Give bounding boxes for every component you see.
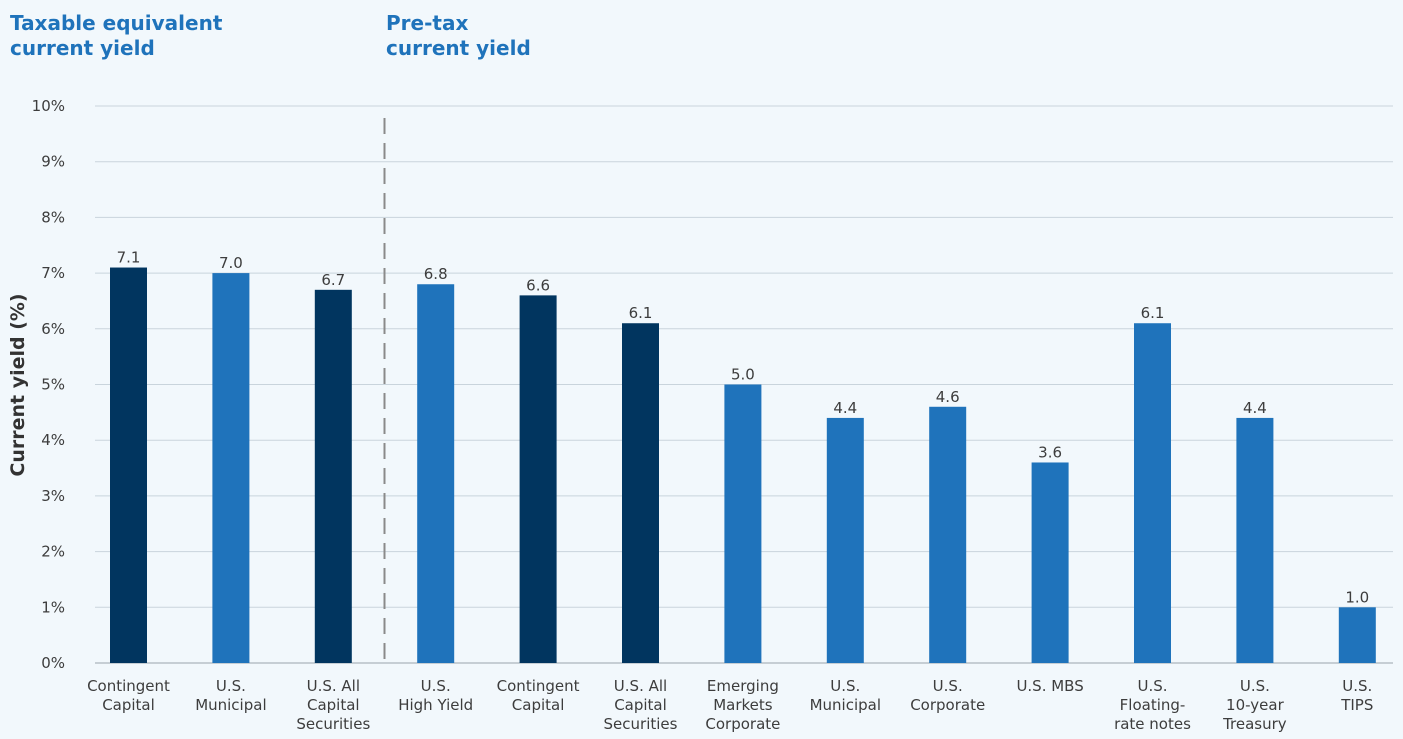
y-tick-label: 5% [41, 376, 65, 394]
y-tick-label: 10% [32, 97, 65, 115]
value-label: 6.7 [321, 271, 345, 289]
value-label: 1.0 [1345, 588, 1369, 606]
y-tick-label: 6% [41, 320, 65, 338]
category-label: U.S. TIPS [1340, 677, 1373, 714]
bar [622, 323, 659, 663]
bar [314, 289, 352, 663]
category-label: U.S. Municipal [195, 677, 266, 714]
category-label: U.S. MBS [1016, 677, 1083, 695]
value-labels: 7.1 7.0 6.7 6.8 6.6 6.1 5.0 4.4 4.6 3.6 6.1 4.4 1.0 [117, 249, 1370, 607]
bar [519, 295, 557, 663]
value-label: 6.8 [424, 265, 448, 283]
y-axis-title: Current yield (%) [7, 293, 29, 476]
category-label: U.S. 10-year Treasury [1222, 677, 1287, 733]
pretax-heading: Pre-tax current yield [386, 11, 531, 60]
value-label: 4.6 [936, 388, 960, 406]
bar [826, 417, 864, 663]
taxable-equivalent-heading: Taxable equivalent current yield [10, 11, 223, 60]
y-tick-label: 9% [41, 153, 65, 171]
y-tick-label: 4% [41, 431, 65, 449]
value-label: 3.6 [1038, 443, 1062, 461]
y-tick-label: 7% [41, 264, 65, 282]
bar [1134, 323, 1171, 663]
y-tick-label: 8% [41, 208, 65, 226]
y-tick-label: 2% [41, 543, 65, 561]
value-label: 6.1 [1141, 304, 1165, 322]
value-label: 6.6 [526, 276, 550, 294]
category-label: U.S. Corporate [910, 677, 985, 714]
value-label: 5.0 [731, 366, 755, 384]
y-tick-label: 3% [41, 487, 65, 505]
bar [929, 406, 967, 663]
value-label: 7.0 [219, 254, 243, 272]
bar [417, 284, 455, 663]
category-labels: Contingent Capital U.S. Municipal U.S. All Ca… [87, 677, 1373, 733]
category-label: U.S. Floating-rate notes [1114, 677, 1191, 733]
category-label: Contingent Capital [87, 677, 170, 714]
bar [1031, 462, 1069, 663]
y-axis-ticks: 0% 1% 2% 3% 4% 5% 6% 7% 8% 9% 10% [32, 97, 65, 672]
value-label: 6.1 [629, 304, 653, 322]
bars [110, 267, 1376, 663]
category-label: Emerging Markets Corporate [705, 677, 780, 733]
bar [1338, 607, 1376, 663]
category-label: Contingent Capital [497, 677, 580, 714]
category-label: U.S. All Capital Securities [296, 677, 370, 733]
value-label: 7.1 [117, 249, 141, 267]
bar [212, 273, 250, 663]
bar [724, 384, 762, 663]
value-label: 4.4 [833, 399, 857, 417]
bar [110, 267, 147, 663]
y-tick-label: 0% [41, 654, 65, 672]
category-label: U.S. All Capital Securities [604, 677, 678, 733]
y-tick-label: 1% [41, 598, 65, 616]
category-label: U.S. Municipal [810, 677, 881, 714]
value-label: 4.4 [1243, 399, 1267, 417]
bar [1236, 417, 1274, 663]
category-label: U.S. High Yield [398, 677, 473, 714]
